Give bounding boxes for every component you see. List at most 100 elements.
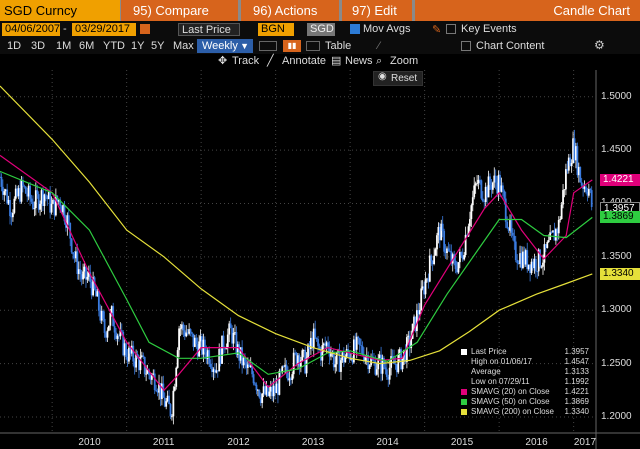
candle-body <box>86 276 89 280</box>
candle-body <box>106 330 109 338</box>
track-button[interactable]: Track <box>232 55 260 67</box>
period-ytd[interactable]: YTD <box>103 40 125 52</box>
reset-button[interactable]: ◉ Reset <box>373 71 423 86</box>
candle-body <box>238 344 241 361</box>
actions-button[interactable]: 96) Actions <box>241 0 339 21</box>
candle-body <box>163 397 166 407</box>
zoom-icon[interactable]: ⌕ <box>376 55 383 67</box>
pencil-icon[interactable]: ✎ <box>432 24 442 36</box>
candle-body <box>562 190 564 205</box>
candle-body <box>400 349 403 370</box>
candle-body <box>295 352 298 365</box>
candle-body <box>242 357 245 366</box>
end-date-field[interactable]: 03/29/2017 <box>72 23 136 36</box>
chart-content-icon[interactable] <box>461 41 471 51</box>
period-1m[interactable]: 1M <box>56 40 72 52</box>
candle-body <box>550 232 553 234</box>
news-button[interactable]: News <box>345 55 373 67</box>
candle-body <box>385 369 388 377</box>
candle-body <box>470 205 473 220</box>
candle-body <box>464 234 467 255</box>
candle-body <box>118 335 120 337</box>
price-chart[interactable] <box>0 70 640 449</box>
annotate-icon[interactable]: ╱ <box>267 55 274 67</box>
currency-field[interactable]: SGD <box>307 23 335 36</box>
candle-body <box>533 258 536 269</box>
candle-body <box>60 206 63 213</box>
candle-body <box>115 332 117 339</box>
candle-body <box>417 310 420 315</box>
frequency-dropdown[interactable]: Weekly ▼ <box>197 39 253 53</box>
candle-body <box>552 230 554 233</box>
candle-body <box>431 260 434 265</box>
candle-body <box>448 250 451 252</box>
candle-body <box>342 352 345 363</box>
security-field[interactable]: SGD Curncy <box>0 0 120 21</box>
candle-body <box>146 369 149 374</box>
candle-body <box>103 318 106 333</box>
period-3d[interactable]: 3D <box>31 40 46 52</box>
gear-icon[interactable]: ⚙ <box>594 38 605 52</box>
candle-body <box>182 324 185 331</box>
candle-body <box>487 176 490 198</box>
legend-value: 1.4547 <box>564 357 589 366</box>
candle-body <box>503 190 506 199</box>
period-1d[interactable]: 1D <box>7 40 22 52</box>
candle-body <box>285 364 288 373</box>
candle-body <box>119 330 122 337</box>
period-1y[interactable]: 1Y <box>131 40 145 52</box>
candle-body <box>569 157 572 167</box>
field-selector[interactable]: Last Price <box>178 23 240 36</box>
candle-body <box>540 266 543 268</box>
compare-button[interactable]: 95) Compare <box>121 0 238 21</box>
candle-body <box>212 369 215 372</box>
candle-body <box>514 241 517 261</box>
table-icon[interactable] <box>306 41 320 51</box>
period-5y[interactable]: 5Y <box>151 40 165 52</box>
bar-chart-icon[interactable]: ▮▮ <box>283 40 301 52</box>
candle-body <box>374 360 377 375</box>
edit-button[interactable]: 97) Edit <box>342 0 412 21</box>
candle-body <box>33 208 36 209</box>
candle-body <box>169 404 172 417</box>
candle-body <box>255 384 258 391</box>
candle-body <box>530 261 533 274</box>
start-date-field[interactable]: 04/06/2007 <box>2 23 60 36</box>
candle-body <box>544 244 547 248</box>
candle-body <box>26 193 29 197</box>
calendar-icon[interactable] <box>140 24 150 34</box>
mov-avgs-checkbox[interactable] <box>350 24 360 34</box>
candle-body <box>352 339 355 363</box>
candle-body <box>497 175 500 194</box>
zoom-button[interactable]: Zoom <box>390 55 419 67</box>
source-field[interactable]: BGN <box>258 23 294 36</box>
annotate-button[interactable]: Annotate <box>282 55 327 67</box>
candle-body <box>65 221 67 228</box>
candle-body <box>305 357 308 374</box>
candle-body <box>135 353 138 368</box>
candle-body <box>481 198 484 202</box>
candle-body <box>486 186 489 198</box>
track-icon[interactable]: ✥ <box>218 55 228 67</box>
candle-body <box>275 383 278 394</box>
candle-body <box>563 189 566 191</box>
chart-grid <box>0 70 596 433</box>
candle-body <box>252 374 255 384</box>
line-chart-icon[interactable] <box>259 41 277 51</box>
candle-body <box>9 199 11 217</box>
candle-body <box>312 328 315 349</box>
candle-body <box>391 356 394 359</box>
chart-content-label[interactable]: Chart Content <box>476 40 545 52</box>
table-label[interactable]: Table <box>325 40 352 52</box>
candle-body <box>532 261 534 269</box>
moving-average-line <box>0 170 593 375</box>
news-icon[interactable]: ▤ <box>331 55 342 67</box>
period-6m[interactable]: 6M <box>79 40 95 52</box>
key-events-checkbox[interactable] <box>446 24 456 34</box>
candle-body <box>29 185 31 199</box>
candle-body <box>79 269 82 275</box>
candle-body <box>427 278 430 282</box>
candle-body <box>330 353 332 357</box>
moving-averages <box>0 85 593 392</box>
period-max[interactable]: Max <box>173 40 194 52</box>
